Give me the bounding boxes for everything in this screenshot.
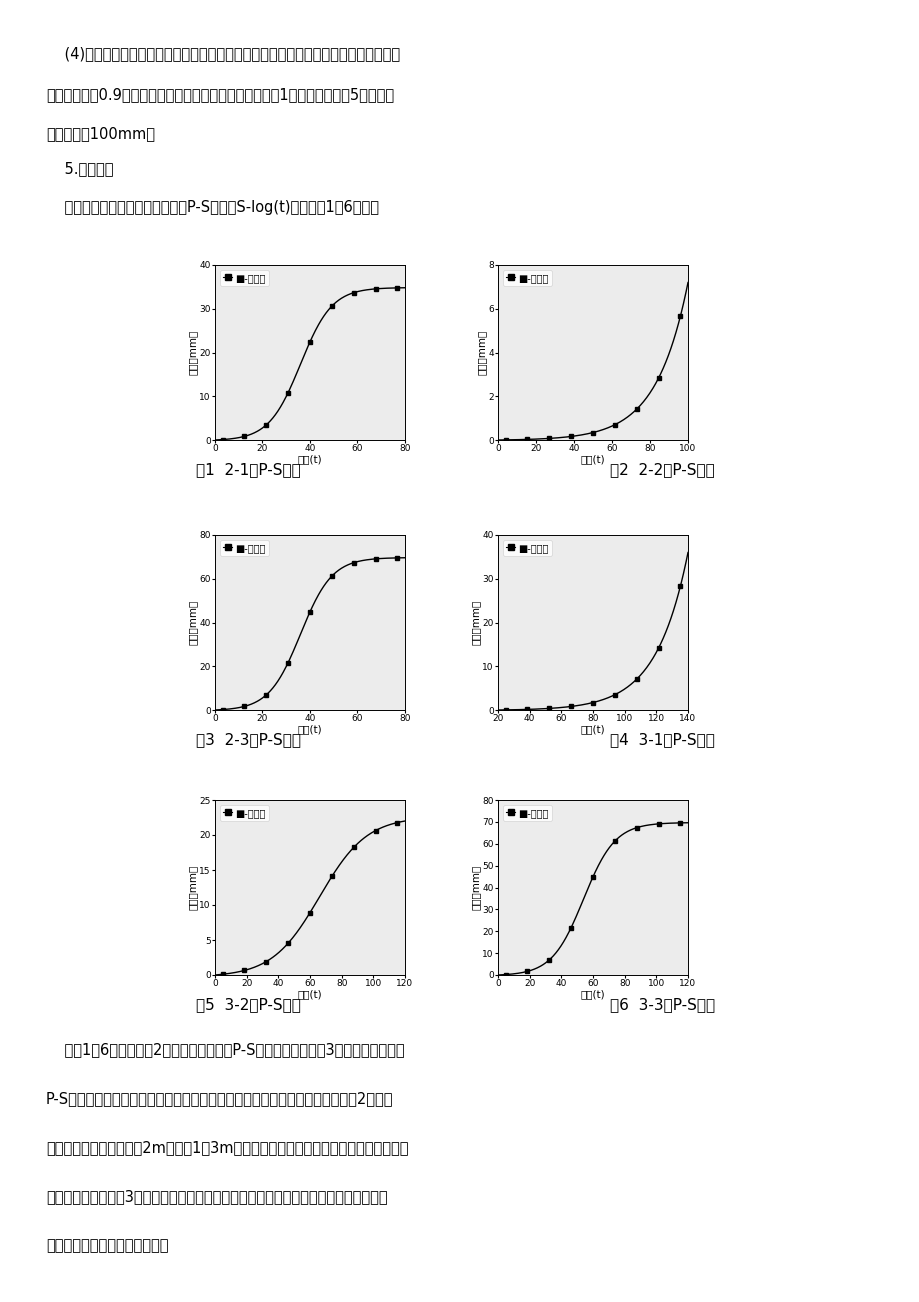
Text: 大，因此加载初期的变形较小。: 大，因此加载初期的变形较小。 [46,1238,168,1254]
X-axis label: 荷载(t): 荷载(t) [298,990,322,1000]
Text: 图4  3-1桩P-S曲线: 图4 3-1桩P-S曲线 [609,733,714,747]
Y-axis label: 位移（mm）: 位移（mm） [187,329,198,375]
Text: 5.试验结果: 5.试验结果 [46,161,113,176]
Legend: ■-试验点: ■-试验点 [220,805,268,820]
Y-axis label: 位移（mm）: 位移（mm） [471,600,481,644]
Text: 图5  3-2桩P-S曲线: 图5 3-2桩P-S曲线 [196,997,301,1013]
Y-axis label: 位移（mm）: 位移（mm） [471,865,481,910]
Text: 图6  3-3桩P-S曲线: 图6 3-3桩P-S曲线 [609,997,714,1013]
Text: 试验按规范要求进行，每根桩的P-S曲线和S-log(t)曲线见图1～6所示：: 试验按规范要求进行，每根桩的P-S曲线和S-log(t)曲线见图1～6所示： [46,201,379,215]
Text: 室部分桩在扩大头上部剠2m左右有1层3m多厚的淤泥，而淤泥的压缩模量较低，一加载: 室部分桩在扩大头上部剠2m左右有1层3m多厚的淤泥，而淤泥的压缩模量较低，一加载 [46,1141,408,1155]
Text: 图2  2-2桩P-S曲线: 图2 2-2桩P-S曲线 [609,462,714,478]
Text: 极限承载力的0.9倍时；某级荷载作用下，桩顶变形量为前1级荷载作用下的5倍；累计: 极限承载力的0.9倍时；某级荷载作用下，桩顶变形量为前1级荷载作用下的5倍；累计 [46,87,393,102]
Legend: ■-试验点: ■-试验点 [503,270,551,285]
Y-axis label: 位移（mm）: 位移（mm） [187,865,198,910]
X-axis label: 荷载(t): 荷载(t) [580,990,605,1000]
Text: 就产生压缩变形，但3层部分桩扩大头处于粉质粘土中，扩大头上部为粘土层，且厚度较: 就产生压缩变形，但3层部分桩扩大头处于粉质粘土中，扩大头上部为粘土层，且厚度较 [46,1189,387,1204]
Legend: ■-试验点: ■-试验点 [503,540,551,556]
Text: P-S曲线直线段较长，当荷载达到一定值时，位移变化较大，其原因主要是由于2层地下: P-S曲线直线段较长，当荷载达到一定值时，位移变化较大，其原因主要是由于2层地下 [46,1091,393,1107]
Legend: ■-试验点: ■-试验点 [220,270,268,285]
X-axis label: 荷载(t): 荷载(t) [298,454,322,465]
X-axis label: 荷载(t): 荷载(t) [298,724,322,734]
Text: (4)终止加载条件：当出现下列情况之一时，即可终止加载：桩顶荷载为桩受拉钉筋总: (4)终止加载条件：当出现下列情况之一时，即可终止加载：桩顶荷载为桩受拉钉筋总 [46,46,400,61]
Legend: ■-试验点: ■-试验点 [503,805,551,820]
X-axis label: 荷载(t): 荷载(t) [580,454,605,465]
Text: 上拔量超过100mm。: 上拔量超过100mm。 [46,126,154,141]
Text: 图1  2-1桩P-S曲线: 图1 2-1桩P-S曲线 [196,462,301,478]
Legend: ■-试验点: ■-试验点 [220,540,268,556]
X-axis label: 荷载(t): 荷载(t) [580,724,605,734]
Y-axis label: 位移（mm）: 位移（mm） [476,329,486,375]
Text: 由图1～6可以看出，2层地下室部分桩的P-S曲线变化较缓，而3层地下室部分桩的: 由图1～6可以看出，2层地下室部分桩的P-S曲线变化较缓，而3层地下室部分桩的 [46,1043,404,1057]
Text: 图3  2-3桩P-S曲线: 图3 2-3桩P-S曲线 [196,733,301,747]
Y-axis label: 位移（mm）: 位移（mm） [187,600,198,644]
